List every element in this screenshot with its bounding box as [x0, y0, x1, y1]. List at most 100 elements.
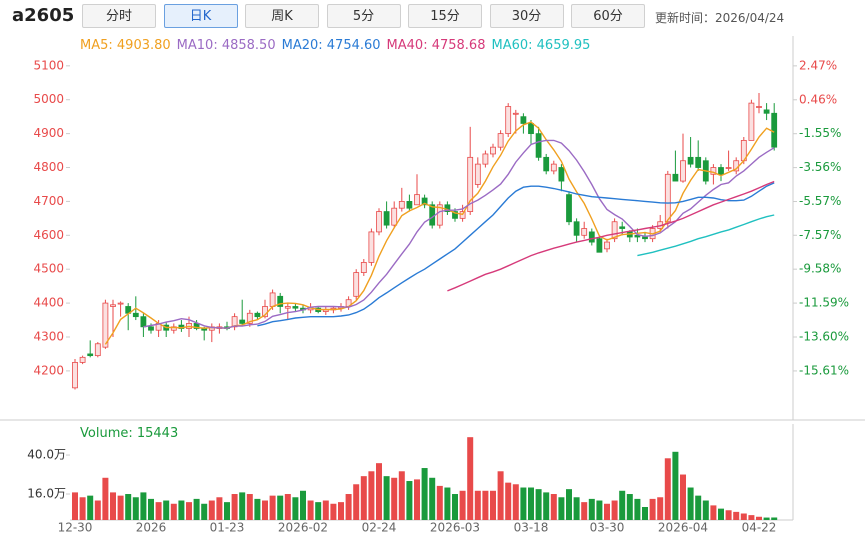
- volume-bar: [763, 517, 770, 520]
- x-tick-label: 2026-04: [658, 521, 708, 535]
- y2-tick-label: 0.46%: [799, 92, 837, 106]
- candle-body: [254, 312, 261, 318]
- candle-body: [269, 292, 276, 307]
- volume-bar: [695, 495, 702, 520]
- volume-bar: [102, 477, 109, 520]
- y-tick-label: 4700: [33, 194, 64, 208]
- volume-bar: [452, 494, 458, 520]
- x-tick-label: 04-22: [742, 521, 777, 535]
- volume-bar: [535, 489, 542, 520]
- volume-bar: [300, 490, 306, 520]
- candle-body: [512, 112, 519, 115]
- candle-body: [528, 123, 534, 135]
- candle-body: [467, 156, 474, 212]
- candle-body: [391, 207, 398, 226]
- ma-line: [143, 139, 775, 329]
- candle-body: [117, 302, 124, 305]
- volume-bar: [657, 497, 664, 520]
- period-button[interactable]: 60分: [571, 4, 645, 28]
- volume-bar: [588, 498, 595, 520]
- legend-name: MA40: [387, 38, 432, 53]
- period-button[interactable]: 30分: [489, 4, 564, 28]
- volume-bar: [436, 485, 443, 520]
- volume-bar: [710, 505, 717, 520]
- ma-legend: MA54903.80 MA104858.50 MA204754.60 MA404758…: [80, 38, 596, 53]
- volume-bar: [687, 487, 694, 520]
- volume-bar: [353, 484, 360, 520]
- volume-bar: [277, 495, 284, 520]
- candle-body: [695, 156, 702, 168]
- volume-bar: [117, 495, 124, 520]
- legend-value: 4858.50: [221, 38, 276, 53]
- candle-body: [376, 211, 382, 233]
- candle-body: [573, 221, 580, 236]
- volume-bar: [163, 500, 170, 520]
- volume-bar: [725, 510, 732, 520]
- volume-bar: [140, 492, 147, 520]
- y-tick-label: 4900: [33, 126, 64, 140]
- volume-bar: [94, 500, 101, 520]
- candle-body: [642, 236, 648, 240]
- volume-bar: [338, 502, 344, 520]
- ma-line: [104, 121, 775, 345]
- candle-body: [664, 173, 671, 223]
- volume-bar: [756, 516, 762, 520]
- volume-bar: [429, 477, 436, 520]
- volume-bar: [322, 500, 329, 520]
- volume-bar: [604, 503, 610, 520]
- candle-body: [566, 194, 572, 223]
- candle-body: [672, 173, 679, 182]
- volume-bar: [512, 484, 519, 520]
- candle-body: [482, 153, 489, 165]
- legend-value: 4758.68: [431, 38, 486, 53]
- candle-body: [490, 146, 496, 155]
- x-tick-label: 03-18: [514, 521, 549, 535]
- volume-bar: [132, 497, 139, 520]
- candle-body: [520, 116, 527, 124]
- y-tick-label: 4800: [33, 160, 64, 174]
- legend-value: 4754.60: [326, 38, 381, 53]
- y-tick-label: 4200: [33, 363, 64, 377]
- candle-body: [763, 109, 770, 114]
- volume-bar: [345, 494, 352, 520]
- volume-bar: [368, 471, 375, 520]
- candle-body: [756, 106, 762, 108]
- volume-bar: [444, 487, 451, 520]
- volume-bar: [170, 503, 177, 520]
- volume-bar: [224, 502, 230, 520]
- volume-bar: [391, 477, 398, 520]
- legend-name: MA20: [282, 38, 327, 53]
- candle-body: [474, 163, 481, 185]
- volume-bar: [611, 500, 618, 520]
- candle-body: [246, 312, 253, 324]
- period-button[interactable]: 5分: [326, 4, 401, 28]
- toolbar: a2605 分时 日K 周K 5分 15分 30分 60分 更新时间：2026/04/24: [0, 0, 865, 34]
- candle-body: [383, 211, 390, 226]
- volume-bar: [398, 471, 405, 520]
- volume-bar: [178, 500, 185, 520]
- volume-bar: [421, 468, 428, 520]
- volume-bar: [239, 492, 246, 520]
- volume-bar: [649, 498, 656, 520]
- volume-tick-label: 40.0万: [27, 448, 66, 462]
- period-button[interactable]: 分时: [82, 4, 156, 28]
- x-tick-label: 2026-02: [278, 521, 328, 535]
- volume-bar: [262, 500, 268, 520]
- volume-bar: [193, 498, 200, 520]
- candle-body: [581, 228, 588, 236]
- y2-tick-label: 2.47%: [799, 58, 837, 72]
- volume-bar: [307, 500, 314, 520]
- period-button[interactable]: 周K: [245, 4, 319, 28]
- volume-bar: [566, 489, 572, 520]
- y-tick-label: 4400: [33, 296, 64, 310]
- period-button[interactable]: 15分: [408, 4, 482, 28]
- volume-bar: [87, 495, 94, 520]
- candle-body: [132, 312, 139, 318]
- candle-body: [414, 194, 420, 206]
- y-tick-label: 5100: [33, 58, 64, 72]
- y2-tick-label: -1.55%: [799, 126, 841, 140]
- period-button[interactable]: 日K: [163, 4, 238, 28]
- x-tick-label: 03-30: [590, 521, 625, 535]
- volume-bar: [79, 497, 86, 520]
